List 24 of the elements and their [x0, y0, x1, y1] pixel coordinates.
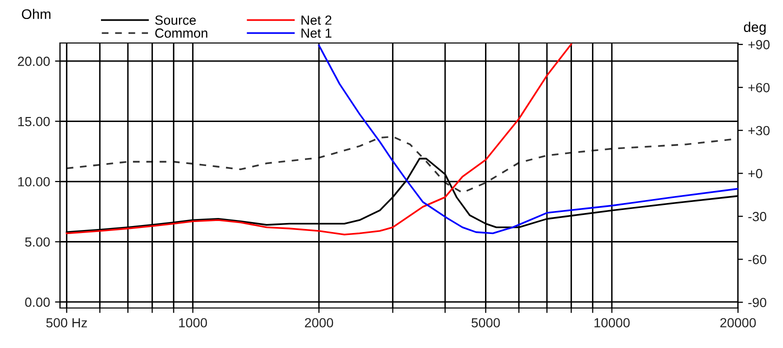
y-axis-title: Ohm [22, 8, 50, 20]
y-tick-label: 15.00 [18, 116, 50, 126]
y-tick-label: 10.00 [18, 177, 50, 186]
legend-label: Net 1 [302, 28, 332, 38]
x-tick-label: 1000 [179, 318, 207, 328]
y-tick-label: 0.00 [25, 298, 50, 307]
y2-tick-label: -30 [748, 212, 766, 222]
x-tick-label: 5000 [472, 318, 500, 328]
y2-tick-label: -90 [748, 298, 766, 308]
y2-tick-label: +90 [748, 40, 770, 50]
y2-tick-label: +30 [748, 126, 770, 136]
y2-axis-title: deg [744, 22, 766, 35]
y2-tick-label: -60 [748, 254, 766, 264]
x-tick-label: 500 Hz [46, 318, 87, 328]
x-tick-label: 2000 [304, 318, 334, 328]
x-tick-label: 20000 [720, 318, 756, 328]
y2-tick-label: +0 [748, 168, 762, 178]
y-tick-label: 5.00 [25, 237, 50, 247]
legend-label: Common [155, 28, 208, 38]
legend-label: Source [155, 15, 196, 25]
y2-tick-label: +60 [748, 82, 770, 92]
x-tick-label: 10000 [594, 318, 630, 328]
legend-label: Net 2 [302, 15, 332, 25]
y-tick-label: 20.00 [18, 56, 50, 66]
